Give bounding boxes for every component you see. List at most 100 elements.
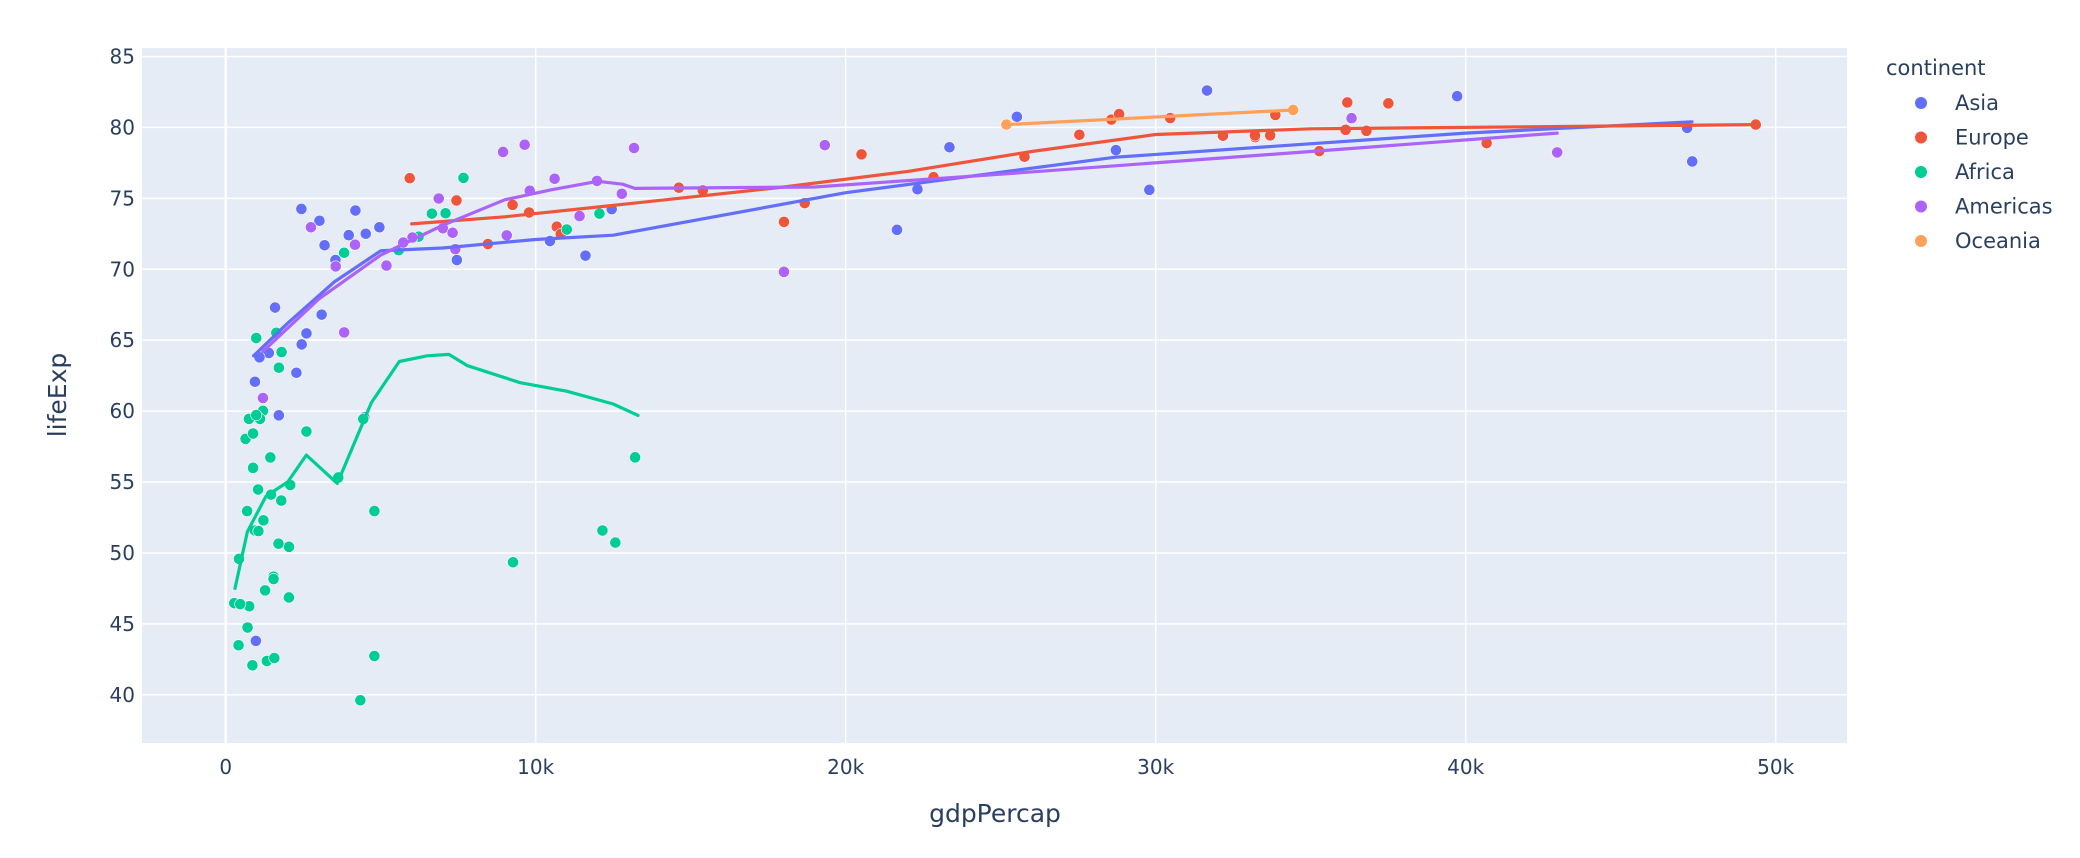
point-asia	[349, 204, 362, 217]
legend-marker-europe	[1915, 131, 1927, 144]
point-africa	[275, 346, 288, 358]
point-africa	[275, 494, 288, 507]
point-americas	[818, 139, 831, 152]
point-americas	[500, 229, 513, 242]
point-asia	[579, 249, 592, 262]
point-africa	[250, 409, 263, 421]
point-americas	[778, 265, 790, 278]
point-americas	[628, 142, 640, 154]
y-tick-label: 65	[110, 328, 135, 352]
point-europe	[1073, 128, 1086, 141]
point-asia	[272, 409, 285, 422]
legend: continent Asia Europe Africa Americas Oceani…	[1886, 56, 2053, 253]
point-americas	[349, 238, 361, 251]
point-asia	[1110, 144, 1122, 157]
point-africa	[338, 246, 351, 259]
point-africa	[283, 540, 295, 553]
point-asia	[1451, 90, 1464, 103]
y-axis-title: lifeExp	[43, 353, 72, 438]
point-europe	[450, 194, 463, 207]
y-tick-label: 75	[110, 186, 135, 210]
legend-item-europe[interactable]: Europe	[1915, 126, 2029, 150]
y-tick-label: 55	[110, 470, 135, 494]
point-africa	[439, 207, 452, 220]
point-asia	[943, 141, 956, 154]
point-americas	[518, 138, 531, 151]
point-europe	[778, 215, 790, 228]
point-asia	[290, 366, 303, 379]
point-africa	[609, 536, 622, 549]
point-asia	[315, 308, 328, 321]
trendline-americas	[261, 131, 1559, 354]
series-asia	[249, 84, 1699, 647]
legend-item-americas[interactable]: Americas	[1915, 195, 2053, 219]
point-africa	[593, 207, 606, 220]
legend-label-europe: Europe	[1955, 126, 2029, 150]
point-africa	[232, 639, 245, 652]
point-africa	[264, 451, 277, 464]
point-europe	[1164, 112, 1177, 124]
y-axis-ticks: 40 45 50 55 60 65 70 75 80 85	[110, 45, 135, 707]
point-asia	[1011, 110, 1023, 123]
point-americas	[257, 392, 269, 404]
data-traces	[228, 84, 1762, 707]
point-americas	[305, 221, 317, 234]
legend-marker-oceania	[1915, 235, 1927, 247]
point-africa	[426, 207, 438, 220]
x-tick-label: 30k	[1137, 755, 1174, 779]
point-europe	[855, 148, 868, 161]
point-americas	[432, 192, 445, 205]
point-americas	[329, 260, 342, 273]
point-americas	[497, 146, 509, 158]
point-asia	[269, 301, 281, 314]
gridlines	[142, 48, 1847, 743]
y-tick-label: 85	[110, 45, 135, 69]
point-europe	[1341, 96, 1354, 109]
point-asia	[300, 327, 313, 340]
point-africa	[596, 524, 609, 537]
point-africa	[241, 505, 254, 517]
point-europe	[403, 172, 416, 185]
point-africa	[283, 591, 295, 604]
point-asia	[450, 254, 463, 266]
legend-marker-americas	[1915, 200, 1927, 213]
legend-marker-asia	[1915, 97, 1927, 109]
legend-label-africa: Africa	[1955, 160, 2015, 184]
point-africa	[234, 598, 247, 611]
legend-item-africa[interactable]: Africa	[1915, 160, 2015, 184]
legend-item-oceania[interactable]: Oceania	[1915, 229, 2041, 253]
x-tick-label: 10k	[517, 755, 554, 779]
point-europe	[506, 198, 519, 211]
point-asia	[313, 214, 326, 227]
point-africa	[250, 332, 263, 344]
point-africa	[300, 425, 313, 438]
x-tick-label: 40k	[1447, 755, 1484, 779]
y-tick-label: 50	[110, 541, 135, 565]
point-asia	[249, 634, 262, 647]
point-asia	[295, 338, 308, 351]
point-africa	[252, 483, 264, 496]
legend-item-asia[interactable]: Asia	[1915, 91, 1999, 115]
point-africa	[252, 525, 265, 537]
legend-label-americas: Americas	[1955, 195, 2053, 219]
trendline-europe	[410, 122, 1758, 226]
point-asia	[359, 227, 372, 240]
point-asia	[373, 221, 386, 234]
point-asia	[891, 223, 903, 236]
point-americas	[548, 172, 561, 185]
point-africa	[267, 573, 280, 585]
point-africa	[507, 556, 519, 569]
point-asia	[342, 229, 355, 242]
point-africa	[272, 537, 285, 550]
point-asia	[249, 375, 261, 388]
point-africa	[241, 621, 254, 634]
point-americas	[380, 259, 393, 272]
legend-label-asia: Asia	[1955, 91, 1999, 115]
point-africa	[457, 172, 470, 184]
point-africa	[272, 361, 285, 374]
point-africa	[246, 659, 259, 672]
point-asia	[1686, 155, 1699, 168]
point-americas	[1551, 146, 1564, 159]
y-tick-label: 70	[110, 257, 135, 281]
